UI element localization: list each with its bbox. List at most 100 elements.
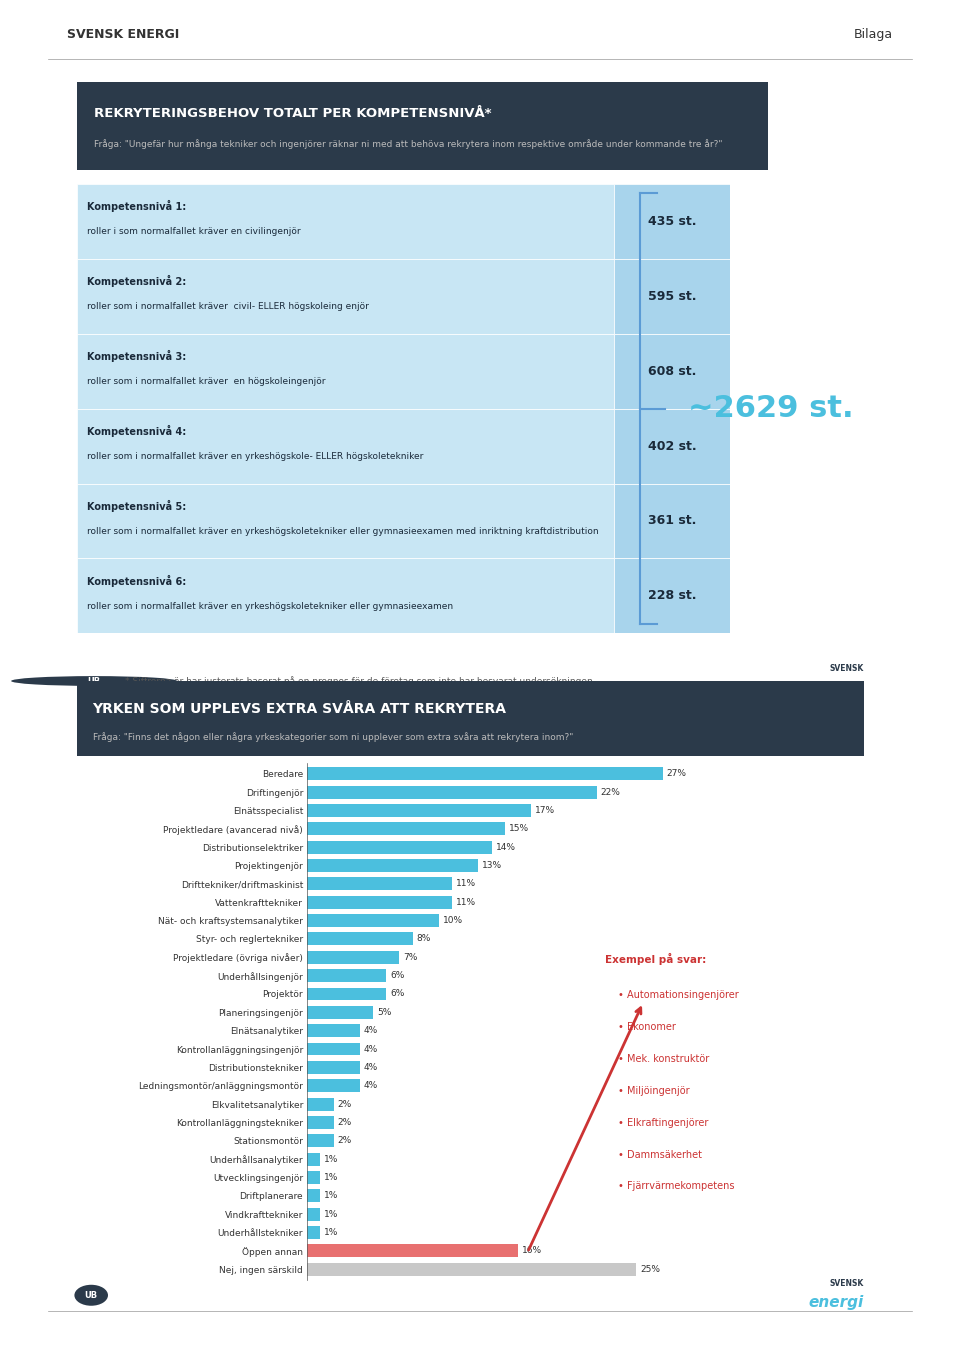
Bar — [614, 484, 730, 558]
Text: 2%: 2% — [338, 1136, 351, 1145]
Bar — [307, 896, 452, 908]
Bar — [614, 409, 730, 484]
Bar — [307, 859, 478, 872]
Text: 361 st.: 361 st. — [648, 515, 696, 527]
Bar — [307, 767, 662, 780]
Text: 6%: 6% — [390, 971, 404, 981]
Bar — [307, 1171, 321, 1184]
Bar — [307, 840, 492, 854]
Text: energi: energi — [808, 1295, 864, 1310]
Text: 27%: 27% — [666, 770, 686, 778]
FancyBboxPatch shape — [77, 82, 768, 170]
Text: 10%: 10% — [443, 917, 463, 925]
Text: 435 st.: 435 st. — [648, 215, 696, 227]
Text: energi: energi — [808, 682, 864, 697]
Text: • Automationsingenjörer: • Automationsingenjörer — [618, 990, 738, 1000]
Bar — [307, 1042, 360, 1056]
FancyBboxPatch shape — [77, 681, 864, 756]
Text: roller som i normalfallet kräver  civil- ELLER högskoleing enjör: roller som i normalfallet kräver civil- … — [86, 302, 369, 312]
Text: 5%: 5% — [377, 1008, 392, 1017]
Text: ~2629 st.: ~2629 st. — [688, 394, 854, 424]
Bar — [307, 1263, 636, 1276]
Text: 11%: 11% — [456, 898, 476, 907]
Text: roller i som normalfallet kräver en civilingenjör: roller i som normalfallet kräver en civi… — [86, 227, 300, 237]
Bar — [77, 184, 614, 259]
Bar — [307, 970, 386, 982]
Text: 608 st.: 608 st. — [648, 365, 696, 377]
Text: 15%: 15% — [509, 824, 529, 834]
Bar — [614, 558, 730, 633]
Text: 1%: 1% — [324, 1192, 339, 1200]
Text: 595 st.: 595 st. — [648, 290, 696, 302]
Text: 1%: 1% — [324, 1229, 339, 1237]
Text: 402 st.: 402 st. — [648, 440, 696, 452]
Text: • Miljöingenjör: • Miljöingenjör — [618, 1086, 689, 1096]
Bar — [77, 484, 614, 558]
Bar — [77, 334, 614, 409]
Text: 8%: 8% — [417, 934, 431, 944]
Bar — [307, 914, 439, 928]
Bar — [307, 951, 399, 964]
Text: roller som i normalfallet kräver en yrkeshögskole- ELLER högskoletekniker: roller som i normalfallet kräver en yrke… — [86, 452, 423, 462]
Text: roller som i normalfallet kräver en yrkeshögskoletekniker eller gymnasieexamen m: roller som i normalfallet kräver en yrke… — [86, 527, 598, 537]
Text: 2%: 2% — [338, 1118, 351, 1126]
Bar — [307, 877, 452, 891]
Text: YRKEN SOM UPPLEVS EXTRA SVÅRA ATT REKRYTERA: YRKEN SOM UPPLEVS EXTRA SVÅRA ATT REKRYT… — [92, 701, 507, 716]
Bar — [307, 1152, 321, 1166]
Text: SVENSK ENERGI: SVENSK ENERGI — [67, 27, 180, 41]
Circle shape — [75, 1284, 108, 1306]
Bar — [307, 1007, 373, 1019]
Text: 4%: 4% — [364, 1045, 378, 1054]
Text: 1%: 1% — [324, 1209, 339, 1219]
Bar — [307, 1115, 333, 1129]
Text: 25%: 25% — [640, 1265, 660, 1273]
Bar — [307, 1061, 360, 1073]
Text: 1%: 1% — [324, 1155, 339, 1163]
Text: REKRYTERINGSBEHOV TOTALT PER KOMPETENSNIVÅ*: REKRYTERINGSBEHOV TOTALT PER KOMPETENSNI… — [94, 106, 492, 120]
Text: roller som i normalfallet kräver en yrkeshögskoletekniker eller gymnasieexamen: roller som i normalfallet kräver en yrke… — [86, 602, 453, 612]
Text: Kompetensnivå 5:: Kompetensnivå 5: — [86, 500, 186, 512]
Text: Bilaga: Bilaga — [853, 27, 893, 41]
Text: • Ekonomer: • Ekonomer — [618, 1022, 676, 1032]
Text: 22%: 22% — [601, 787, 621, 797]
Text: 4%: 4% — [364, 1062, 378, 1072]
Bar — [307, 933, 413, 945]
Text: 13%: 13% — [482, 861, 502, 870]
Text: • Mek. konstruktör: • Mek. konstruktör — [618, 1054, 709, 1064]
Bar — [307, 1024, 360, 1036]
Bar — [307, 1245, 517, 1257]
Bar — [307, 804, 531, 817]
Text: UB: UB — [84, 1291, 98, 1299]
Text: SVENSK: SVENSK — [829, 1279, 864, 1288]
Text: • Dammsäkerhet: • Dammsäkerhet — [618, 1150, 702, 1159]
Bar — [307, 1135, 333, 1147]
Text: roller som i normalfallet kräver  en högskoleingenjör: roller som i normalfallet kräver en högs… — [86, 377, 325, 387]
Text: 11%: 11% — [456, 880, 476, 888]
Bar — [307, 1226, 321, 1239]
Bar — [77, 409, 614, 484]
Text: 4%: 4% — [364, 1026, 378, 1035]
Text: 16%: 16% — [522, 1246, 542, 1256]
Text: * Siffrorna är har justerats baserat på en prognos för de företag som inte har b: * Siffrorna är har justerats baserat på … — [125, 676, 593, 686]
Text: • Elkraftingenjörer: • Elkraftingenjörer — [618, 1118, 708, 1128]
Text: • Fjärrvärmekompetens: • Fjärrvärmekompetens — [618, 1181, 734, 1192]
Text: 2%: 2% — [338, 1099, 351, 1109]
Text: 4%: 4% — [364, 1081, 378, 1090]
Bar — [614, 184, 730, 259]
Text: SVENSK: SVENSK — [829, 663, 864, 673]
Text: 228 st.: 228 st. — [648, 590, 696, 602]
Bar — [307, 823, 505, 835]
Text: 17%: 17% — [535, 806, 555, 814]
Text: 7%: 7% — [403, 953, 418, 962]
Bar — [614, 334, 730, 409]
Bar — [77, 259, 614, 334]
Text: Kompetensnivå 4:: Kompetensnivå 4: — [86, 425, 186, 437]
Text: Fråga: "Ungefär hur många tekniker och ingenjörer räknar ni med att behöva rekry: Fråga: "Ungefär hur många tekniker och i… — [94, 139, 723, 150]
Circle shape — [12, 676, 177, 686]
Bar — [614, 259, 730, 334]
Text: 14%: 14% — [495, 843, 516, 851]
Text: Kompetensnivå 2:: Kompetensnivå 2: — [86, 275, 186, 287]
Bar — [307, 1098, 333, 1110]
Text: Fråga: "Finns det någon eller några yrkeskategorier som ni upplever som extra sv: Fråga: "Finns det någon eller några yrke… — [92, 731, 573, 742]
Bar — [307, 786, 597, 798]
